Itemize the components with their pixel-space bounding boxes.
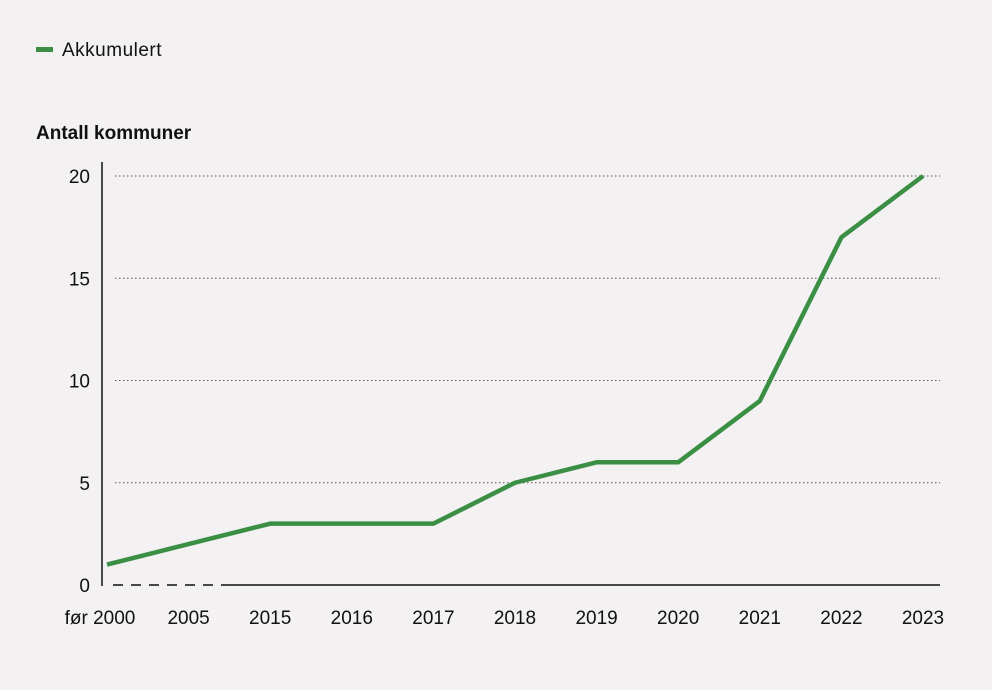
y-tick-label: 20 bbox=[69, 167, 90, 188]
y-tick-label: 5 bbox=[79, 474, 90, 495]
y-tick-label: 15 bbox=[69, 269, 90, 290]
x-tick-label: 2016 bbox=[331, 608, 373, 629]
x-tick-label: 2015 bbox=[249, 608, 291, 629]
y-axis-title: Antall kommuner bbox=[36, 123, 192, 144]
x-tick-label: 2017 bbox=[412, 608, 454, 629]
x-tick-label: 2022 bbox=[820, 608, 862, 629]
x-tick-label: 2019 bbox=[575, 608, 617, 629]
series-line-akkumulert bbox=[106, 174, 925, 567]
legend-swatch bbox=[36, 47, 53, 52]
x-tick-label: 2018 bbox=[494, 608, 536, 629]
x-tick-label: før 2000 bbox=[65, 608, 136, 629]
x-tick-label: 2005 bbox=[167, 608, 209, 629]
y-tick-label: 10 bbox=[69, 372, 90, 393]
legend-label: Akkumulert bbox=[62, 40, 162, 61]
x-tick-label: 2021 bbox=[739, 608, 781, 629]
x-tick-label: 2023 bbox=[902, 608, 944, 629]
x-tick-label: 2020 bbox=[657, 608, 699, 629]
y-tick-label: 0 bbox=[79, 576, 90, 597]
